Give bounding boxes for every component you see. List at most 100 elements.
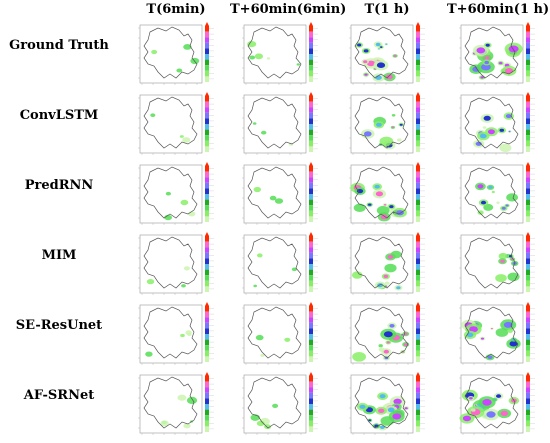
map-panel-predrnn-t6 bbox=[132, 162, 218, 230]
precip-core bbox=[401, 334, 404, 336]
colorbar-swatch bbox=[416, 96, 420, 102]
colorbar-swatch bbox=[416, 258, 420, 264]
precip-area bbox=[176, 68, 183, 73]
colorbar-swatch bbox=[205, 280, 209, 287]
precip-core bbox=[505, 204, 509, 207]
map-frame bbox=[243, 164, 307, 224]
colorbar-swatch bbox=[205, 409, 209, 416]
colorbar-swatch bbox=[416, 381, 420, 388]
colorbar-swatch bbox=[416, 264, 420, 270]
colorbar bbox=[205, 372, 214, 432]
map-panel-predrnn-t60_1h bbox=[453, 162, 539, 230]
precip-core bbox=[368, 419, 372, 422]
map-panel-gt-t1h bbox=[343, 22, 429, 90]
colorbar-swatch bbox=[309, 275, 313, 281]
colorbar-swatch bbox=[416, 398, 420, 404]
colorbar-swatch bbox=[526, 275, 530, 281]
colorbar-swatch bbox=[205, 258, 209, 264]
precip-core bbox=[399, 123, 403, 126]
precip-area bbox=[188, 211, 196, 217]
precip-core bbox=[500, 410, 508, 416]
precip-core bbox=[356, 189, 364, 194]
colorbar-swatch bbox=[309, 42, 313, 49]
colorbar-swatch bbox=[416, 199, 420, 206]
precip-area bbox=[180, 333, 185, 338]
colorbar-swatch bbox=[205, 118, 209, 124]
colorbar-swatch bbox=[526, 311, 530, 318]
colorbar-swatch bbox=[526, 306, 530, 312]
colorbar-swatch bbox=[526, 166, 530, 172]
colorbar-swatch bbox=[205, 322, 209, 329]
precip-area bbox=[253, 186, 261, 193]
map-panel-mim-t6 bbox=[132, 232, 218, 300]
precip-core bbox=[485, 43, 490, 47]
precip-area bbox=[495, 274, 507, 283]
colorbar-swatch bbox=[309, 216, 313, 222]
region-outline bbox=[143, 26, 198, 79]
colorbar-swatch bbox=[526, 26, 530, 32]
colorbar-swatch bbox=[416, 275, 420, 281]
region-outline bbox=[464, 306, 519, 359]
colorbar bbox=[416, 372, 425, 432]
region-outline bbox=[464, 26, 519, 79]
colorbar-swatch bbox=[309, 76, 313, 82]
precip-core bbox=[496, 394, 502, 398]
colorbar-swatch bbox=[416, 31, 420, 38]
colorbar-swatch bbox=[416, 216, 420, 222]
colorbar-swatch bbox=[526, 392, 530, 399]
map-panel-seresunet-t1h bbox=[343, 302, 429, 370]
colorbar bbox=[526, 232, 535, 292]
precip-core bbox=[483, 115, 491, 121]
colorbar-swatch bbox=[526, 258, 530, 264]
region-outline bbox=[143, 96, 198, 149]
precip-area bbox=[351, 271, 363, 279]
precip-area bbox=[495, 328, 509, 337]
colorbar-swatch bbox=[205, 286, 209, 292]
precip-core bbox=[379, 425, 385, 429]
colorbar-swatch bbox=[416, 188, 420, 194]
map-panel-convlstm-t6 bbox=[132, 92, 218, 160]
colorbar-swatch bbox=[416, 328, 420, 334]
colorbar-swatch bbox=[526, 381, 530, 388]
map-panel-afsrnet-t1h bbox=[343, 372, 429, 440]
precip-core bbox=[480, 200, 487, 205]
colorbar-swatch bbox=[526, 194, 530, 200]
precip-area bbox=[496, 201, 500, 204]
precip-core bbox=[481, 337, 484, 340]
precip-area bbox=[183, 44, 192, 50]
colorbar-swatch bbox=[416, 404, 420, 410]
precip-area bbox=[182, 137, 191, 143]
colorbar-swatch bbox=[309, 26, 313, 32]
colorbar-swatch bbox=[526, 387, 530, 393]
precip-area bbox=[186, 396, 198, 404]
colorbar-swatch bbox=[416, 409, 420, 416]
colorbar-swatch bbox=[526, 37, 530, 43]
map-panel-mim-t60_6 bbox=[236, 232, 322, 300]
precip-core bbox=[389, 324, 395, 328]
map-panel-convlstm-t60_1h bbox=[453, 92, 539, 160]
colorbar-swatch bbox=[309, 118, 313, 124]
precip-core bbox=[365, 407, 373, 413]
colorbar-swatch bbox=[416, 241, 420, 248]
colorbar-swatch bbox=[526, 112, 530, 119]
precip-area bbox=[352, 352, 366, 362]
colorbar-swatch bbox=[416, 322, 420, 329]
precip-core bbox=[475, 141, 482, 146]
colorbar-swatch bbox=[205, 194, 209, 200]
precip-core bbox=[462, 415, 472, 422]
precip-area bbox=[269, 195, 277, 201]
row-label-gt: Ground Truth bbox=[9, 38, 109, 53]
colorbar-swatch bbox=[526, 247, 530, 253]
map-frame bbox=[139, 374, 203, 434]
colorbar-swatch bbox=[205, 216, 209, 222]
colorbar-swatch bbox=[205, 177, 209, 183]
colorbar-swatch bbox=[526, 409, 530, 416]
colorbar-swatch bbox=[526, 140, 530, 147]
colorbar bbox=[309, 232, 318, 292]
region-outline bbox=[247, 306, 302, 359]
precip-area bbox=[353, 203, 366, 212]
colorbar-swatch bbox=[309, 264, 313, 270]
colorbar-swatch bbox=[416, 194, 420, 200]
colorbar bbox=[416, 92, 425, 152]
colorbar-swatch bbox=[416, 345, 420, 351]
